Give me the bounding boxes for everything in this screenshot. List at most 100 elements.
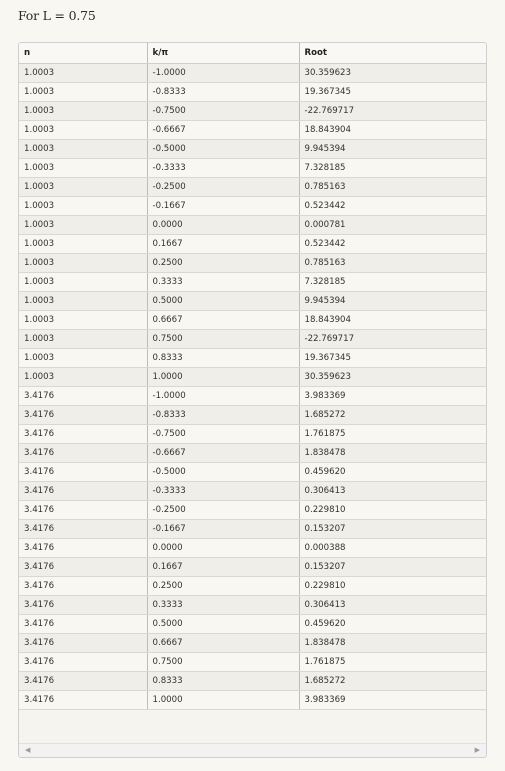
cell-root: 19.367345 <box>299 82 486 102</box>
table-row: 1.0003 -0.2500 0.785163 <box>19 177 486 197</box>
table-row: 3.4176 -1.0000 3.983369 <box>19 386 486 406</box>
cell-root: 0.306413 <box>299 481 486 501</box>
table-row: 1.0003 0.2500 0.785163 <box>19 253 486 273</box>
cell-n: 1.0003 <box>19 158 148 178</box>
cell-n: 1.0003 <box>19 310 148 330</box>
page-heading: For L = 0.75 <box>18 8 96 23</box>
cell-n: 1.0003 <box>19 367 148 387</box>
cell-n: 1.0003 <box>19 253 148 273</box>
cell-k-over-pi: -0.7500 <box>147 101 300 121</box>
cell-n: 3.4176 <box>19 481 148 501</box>
cell-n: 1.0003 <box>19 348 148 368</box>
table-body: 1.0003 -1.0000 30.359623 1.0003 -0.8333 19.36… <box>19 63 486 710</box>
cell-root: 0.229810 <box>299 576 486 596</box>
cell-n: 1.0003 <box>19 272 148 292</box>
cell-root: 3.983369 <box>299 386 486 406</box>
cell-k-over-pi: 0.0000 <box>147 215 300 235</box>
cell-k-over-pi: -0.8333 <box>147 405 300 425</box>
cell-k-over-pi: 1.0000 <box>147 690 300 710</box>
cell-root: 19.367345 <box>299 348 486 368</box>
cell-root: 30.359623 <box>299 367 486 387</box>
cell-k-over-pi: -0.2500 <box>147 177 300 197</box>
table-row: 3.4176 0.2500 0.229810 <box>19 576 486 596</box>
cell-n: 1.0003 <box>19 196 148 216</box>
chevron-left-icon[interactable]: ◀ <box>25 746 31 754</box>
cell-n: 3.4176 <box>19 671 148 691</box>
cell-n: 3.4176 <box>19 576 148 596</box>
cell-n: 1.0003 <box>19 101 148 121</box>
cell-k-over-pi: -0.6667 <box>147 120 300 140</box>
table-row: 1.0003 0.6667 18.843904 <box>19 310 486 330</box>
cell-n: 1.0003 <box>19 82 148 102</box>
cell-root: 1.761875 <box>299 652 486 672</box>
cell-n: 3.4176 <box>19 538 148 558</box>
cell-k-over-pi: 0.7500 <box>147 329 300 349</box>
cell-root: 9.945394 <box>299 291 486 311</box>
cell-k-over-pi: 1.0000 <box>147 367 300 387</box>
cell-root: 0.000781 <box>299 215 486 235</box>
cell-root: 9.945394 <box>299 139 486 159</box>
column-header-root: Root <box>299 43 486 64</box>
cell-k-over-pi: 0.8333 <box>147 671 300 691</box>
table-row: 1.0003 0.8333 19.367345 <box>19 348 486 368</box>
cell-k-over-pi: 0.1667 <box>147 234 300 254</box>
table-row: 1.0003 -0.8333 19.367345 <box>19 82 486 102</box>
table-row: 1.0003 -0.3333 7.328185 <box>19 158 486 178</box>
cell-k-over-pi: 0.7500 <box>147 652 300 672</box>
horizontal-scrollbar[interactable]: ◀ ▶ <box>19 743 486 757</box>
cell-root: 0.523442 <box>299 196 486 216</box>
cell-n: 3.4176 <box>19 633 148 653</box>
cell-k-over-pi: 0.1667 <box>147 557 300 577</box>
cell-n: 1.0003 <box>19 329 148 349</box>
cell-root: 1.761875 <box>299 424 486 444</box>
table-row: 3.4176 0.7500 1.761875 <box>19 652 486 672</box>
roots-table: n k/π Root 1.0003 -1.0000 30.359623 1.0003-… <box>19 43 486 710</box>
cell-root: 7.328185 <box>299 272 486 292</box>
cell-k-over-pi: -0.5000 <box>147 462 300 482</box>
cell-n: 3.4176 <box>19 690 148 710</box>
cell-root: 0.523442 <box>299 234 486 254</box>
cell-k-over-pi: -0.7500 <box>147 424 300 444</box>
cell-k-over-pi: 0.6667 <box>147 310 300 330</box>
table-row: 3.4176 -0.8333 1.685272 <box>19 405 486 425</box>
cell-k-over-pi: 0.3333 <box>147 595 300 615</box>
table-row: 3.4176 0.1667 0.153207 <box>19 557 486 577</box>
cell-root: 30.359623 <box>299 63 486 83</box>
cell-n: 3.4176 <box>19 424 148 444</box>
cell-k-over-pi: -0.1667 <box>147 519 300 539</box>
cell-n: 1.0003 <box>19 120 148 140</box>
cell-n: 1.0003 <box>19 139 148 159</box>
table-row: 1.0003 0.1667 0.523442 <box>19 234 486 254</box>
cell-root: 1.838478 <box>299 633 486 653</box>
cell-k-over-pi: -0.3333 <box>147 158 300 178</box>
table-row: 3.4176 -0.2500 0.229810 <box>19 500 486 520</box>
cell-root: -22.769717 <box>299 101 486 121</box>
table-row: 1.0003 -0.1667 0.523442 <box>19 196 486 216</box>
table-row: 3.4176 -0.5000 0.459620 <box>19 462 486 482</box>
cell-n: 1.0003 <box>19 234 148 254</box>
cell-n: 1.0003 <box>19 63 148 83</box>
cell-root: 18.843904 <box>299 120 486 140</box>
column-header-n: n <box>19 43 148 64</box>
table-row: 1.0003 0.0000 0.000781 <box>19 215 486 235</box>
cell-k-over-pi: 0.5000 <box>147 614 300 634</box>
cell-k-over-pi: 0.5000 <box>147 291 300 311</box>
chevron-right-icon[interactable]: ▶ <box>474 746 480 754</box>
cell-k-over-pi: -1.0000 <box>147 63 300 83</box>
cell-k-over-pi: 0.3333 <box>147 272 300 292</box>
cell-root: 0.000388 <box>299 538 486 558</box>
cell-n: 3.4176 <box>19 557 148 577</box>
cell-n: 3.4176 <box>19 519 148 539</box>
table-row: 1.0003 0.5000 9.945394 <box>19 291 486 311</box>
cell-k-over-pi: -0.5000 <box>147 139 300 159</box>
table-header-row: n k/π Root <box>19 43 486 64</box>
cell-root: 0.153207 <box>299 557 486 577</box>
cell-root: 7.328185 <box>299 158 486 178</box>
cell-root: 0.306413 <box>299 595 486 615</box>
table-row: 3.4176 0.5000 0.459620 <box>19 614 486 634</box>
cell-n: 3.4176 <box>19 443 148 463</box>
cell-root: -22.769717 <box>299 329 486 349</box>
table-container[interactable]: n k/π Root 1.0003 -1.0000 30.359623 1.0003-… <box>18 42 487 758</box>
table-row: 3.4176 0.6667 1.838478 <box>19 633 486 653</box>
